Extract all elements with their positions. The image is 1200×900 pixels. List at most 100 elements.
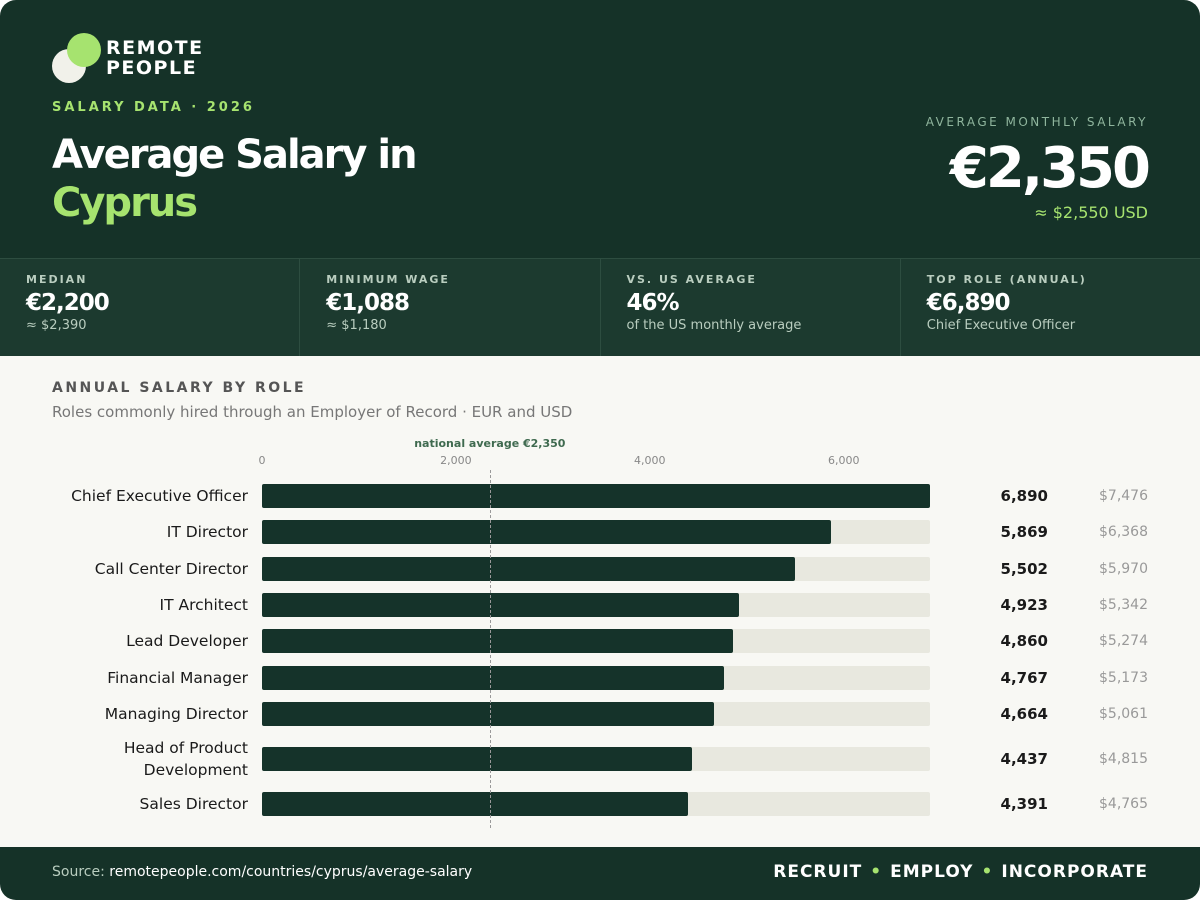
stat-label: MINIMUM WAGE <box>326 273 450 286</box>
brand-line: REMOTE <box>106 37 204 59</box>
logo <box>52 33 101 83</box>
source-prefix: Source: <box>52 864 105 880</box>
bar <box>262 665 725 690</box>
title-country: Cyprus <box>52 180 198 226</box>
x-tick-label: 2,000 <box>440 454 472 467</box>
stat-value: 46% <box>626 290 680 316</box>
title: Average Salary in <box>52 132 418 178</box>
reference-line <box>489 470 491 828</box>
x-tick-label: 0 <box>258 454 266 467</box>
stat-value: €2,200 <box>26 290 110 316</box>
bar <box>262 593 740 618</box>
bar-track <box>262 701 930 726</box>
row: IT Architect 4,923 $5,342 <box>0 587 1200 623</box>
stat-sub: ≈ $1,180 <box>326 318 387 333</box>
usd-label: $7,476 <box>1099 488 1148 505</box>
bar-track <box>262 484 930 509</box>
stat-label: VS. US AVERAGE <box>626 273 757 286</box>
bar <box>262 747 693 772</box>
stats: MEDIAN €2,200 ≈ $2,390 MINIMUM WAGE €1,088 ≈ … <box>0 258 1200 356</box>
x-tick-label: 4,000 <box>634 454 666 467</box>
stat-label: TOP ROLE (ANNUAL) <box>926 273 1087 286</box>
value-label: 4,664 <box>1000 704 1048 723</box>
row: Sales Director 4,391 $4,765 <box>0 786 1200 822</box>
category-label: IT Architect <box>159 596 248 615</box>
row: Chief Executive Officer 6,890 $7,476 <box>0 478 1200 514</box>
x-tick-label: 6,000 <box>827 454 860 467</box>
category-label: Financial Manager <box>107 668 248 687</box>
bar-track <box>262 556 930 581</box>
stat: TOP ROLE (ANNUAL) €6,890 Chief Executive O… <box>901 259 1200 356</box>
value-label: 5,502 <box>1000 559 1048 578</box>
brand-line: PEOPLE <box>106 57 198 79</box>
bar <box>262 484 930 509</box>
separator: • <box>870 862 883 882</box>
usd-label: $4,765 <box>1099 796 1148 813</box>
bar-chart: Chief Executive Officer 6,890 $7,476 IT Dir… <box>0 430 1200 840</box>
stat: MEDIAN €2,200 ≈ $2,390 <box>0 259 301 356</box>
value-label: 5,869 <box>1000 523 1048 542</box>
row: Call Center Director 5,502 $5,970 <box>0 551 1200 587</box>
category-label: Managing Director <box>104 704 248 723</box>
stat: VS. US AVERAGE 46% of the US monthly avera… <box>601 259 901 356</box>
bar <box>262 701 715 726</box>
eyebrow: SALARY DATA · 2026 <box>52 100 255 115</box>
kpi-label: AVERAGE MONTHLY SALARY <box>925 115 1148 129</box>
bar-track <box>262 520 930 545</box>
footer: Source: remotepeople.com/countries/cypru… <box>0 847 1200 900</box>
usd-label: $6,368 <box>1099 524 1148 541</box>
value-label: 4,437 <box>1000 750 1048 769</box>
value-label: 4,860 <box>1000 632 1048 651</box>
row: IT Director 5,869 $6,368 <box>0 514 1200 550</box>
reference-label: national average €2,350 <box>414 437 566 450</box>
stat-label: MEDIAN <box>26 273 88 286</box>
tagline-item: RECRUIT <box>773 862 863 882</box>
category-label: Head of Product Development <box>123 739 248 780</box>
value-label: 4,923 <box>1000 596 1048 615</box>
row: Financial Manager 4,767 $5,173 <box>0 659 1200 695</box>
stat-value: €1,088 <box>326 290 410 316</box>
bar-track <box>262 593 930 618</box>
bar-track <box>262 792 930 817</box>
tagline-item: INCORPORATE <box>1001 862 1148 882</box>
bar <box>262 520 831 545</box>
stat: MINIMUM WAGE €1,088 ≈ $1,180 <box>300 259 601 356</box>
value-label: 6,890 <box>1000 487 1048 506</box>
bar-track <box>262 747 930 772</box>
value-label: 4,391 <box>1000 795 1048 814</box>
stat-sub: ≈ $2,390 <box>26 318 87 333</box>
tagline-item: EMPLOY <box>890 862 974 882</box>
category-label: Lead Developer <box>126 632 248 651</box>
usd-label: $5,342 <box>1099 597 1148 614</box>
chart-title: ANNUAL SALARY BY ROLE <box>52 380 307 396</box>
bar-track <box>262 665 930 690</box>
source-link[interactable]: remotepeople.com/countries/cyprus/averag… <box>109 864 473 880</box>
kpi-sub: ≈ $2,550 USD <box>1034 203 1148 222</box>
stat-sub: of the US monthly average <box>626 318 802 333</box>
usd-label: $4,815 <box>1099 751 1148 768</box>
row: Managing Director 4,664 $5,061 <box>0 696 1200 732</box>
bar <box>262 556 796 581</box>
stat-value: €6,890 <box>926 290 1011 316</box>
separator: • <box>981 862 994 882</box>
usd-label: $5,173 <box>1099 669 1148 686</box>
usd-label: $5,970 <box>1099 560 1148 577</box>
category-label: Sales Director <box>139 795 248 814</box>
value-label: 4,767 <box>1000 668 1048 687</box>
bar-track <box>262 629 930 654</box>
stat-sub: Chief Executive Officer <box>926 318 1076 333</box>
row: Head of Product Development 4,437 $4,815 <box>0 732 1200 786</box>
category-label: Call Center Director <box>94 559 248 578</box>
chart-subtitle: Roles commonly hired through an Employer… <box>52 403 573 421</box>
kpi-value: €2,350 <box>949 136 1151 201</box>
category-label: IT Director <box>166 523 248 542</box>
usd-label: $5,061 <box>1099 705 1148 722</box>
header: REMOTE PEOPLE SALARY DATA · 2026 Average… <box>0 0 1200 258</box>
usd-label: $5,274 <box>1099 633 1148 650</box>
tagline: RECRUIT • EMPLOY • INCORPORATE <box>773 862 1148 882</box>
rows: Chief Executive Officer 6,890 $7,476 IT Dir… <box>0 478 1200 822</box>
bar <box>262 792 688 817</box>
source: Source: remotepeople.com/countries/cypru… <box>52 864 472 880</box>
category-label: Chief Executive Officer <box>71 487 248 506</box>
